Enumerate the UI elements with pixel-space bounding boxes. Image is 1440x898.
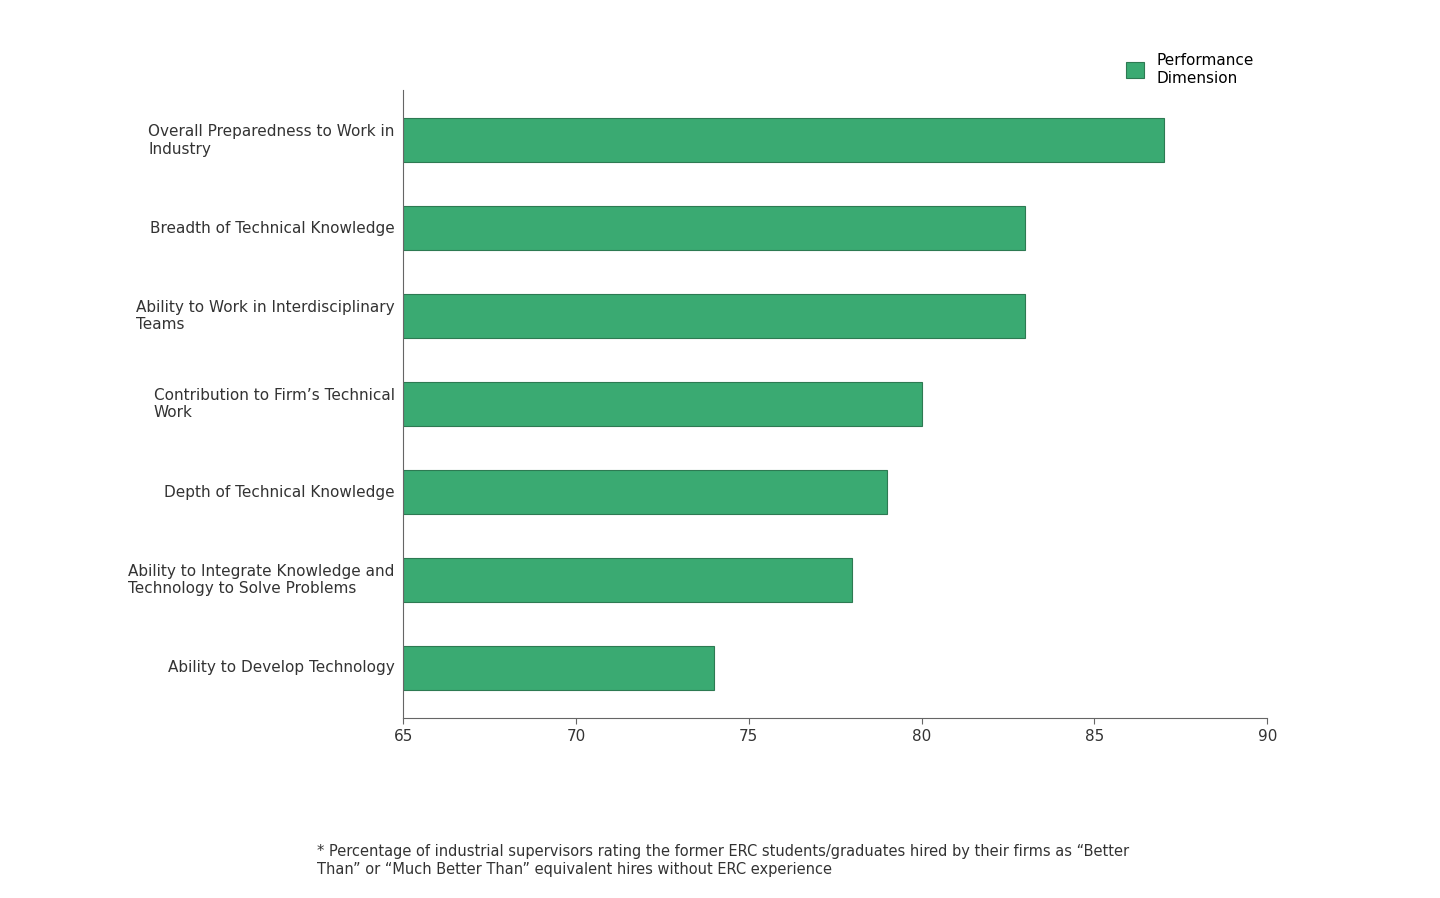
Bar [403, 207, 1025, 251]
Text: Depth of Technical Knowledge: Depth of Technical Knowledge [164, 485, 395, 499]
Text: Ability to Work in Interdisciplinary
Teams: Ability to Work in Interdisciplinary Tea… [135, 300, 395, 332]
Bar [403, 646, 714, 690]
Bar [403, 295, 1025, 339]
Legend: Performance
Dimension: Performance Dimension [1119, 48, 1260, 92]
Bar [403, 119, 1164, 163]
Text: Ability to Develop Technology: Ability to Develop Technology [168, 660, 395, 675]
Text: Overall Preparedness to Work in
Industry: Overall Preparedness to Work in Industry [148, 124, 395, 156]
Text: Contribution to Firm’s Technical
Work: Contribution to Firm’s Technical Work [154, 388, 395, 420]
Bar [403, 558, 852, 602]
Text: * Percentage of industrial supervisors rating the former ERC students/graduates : * Percentage of industrial supervisors r… [317, 844, 1129, 876]
Bar [403, 470, 887, 514]
Text: Breadth of Technical Knowledge: Breadth of Technical Knowledge [150, 221, 395, 236]
Bar [403, 383, 922, 426]
Text: Ability to Integrate Knowledge and
Technology to Solve Problems: Ability to Integrate Knowledge and Techn… [128, 564, 395, 596]
